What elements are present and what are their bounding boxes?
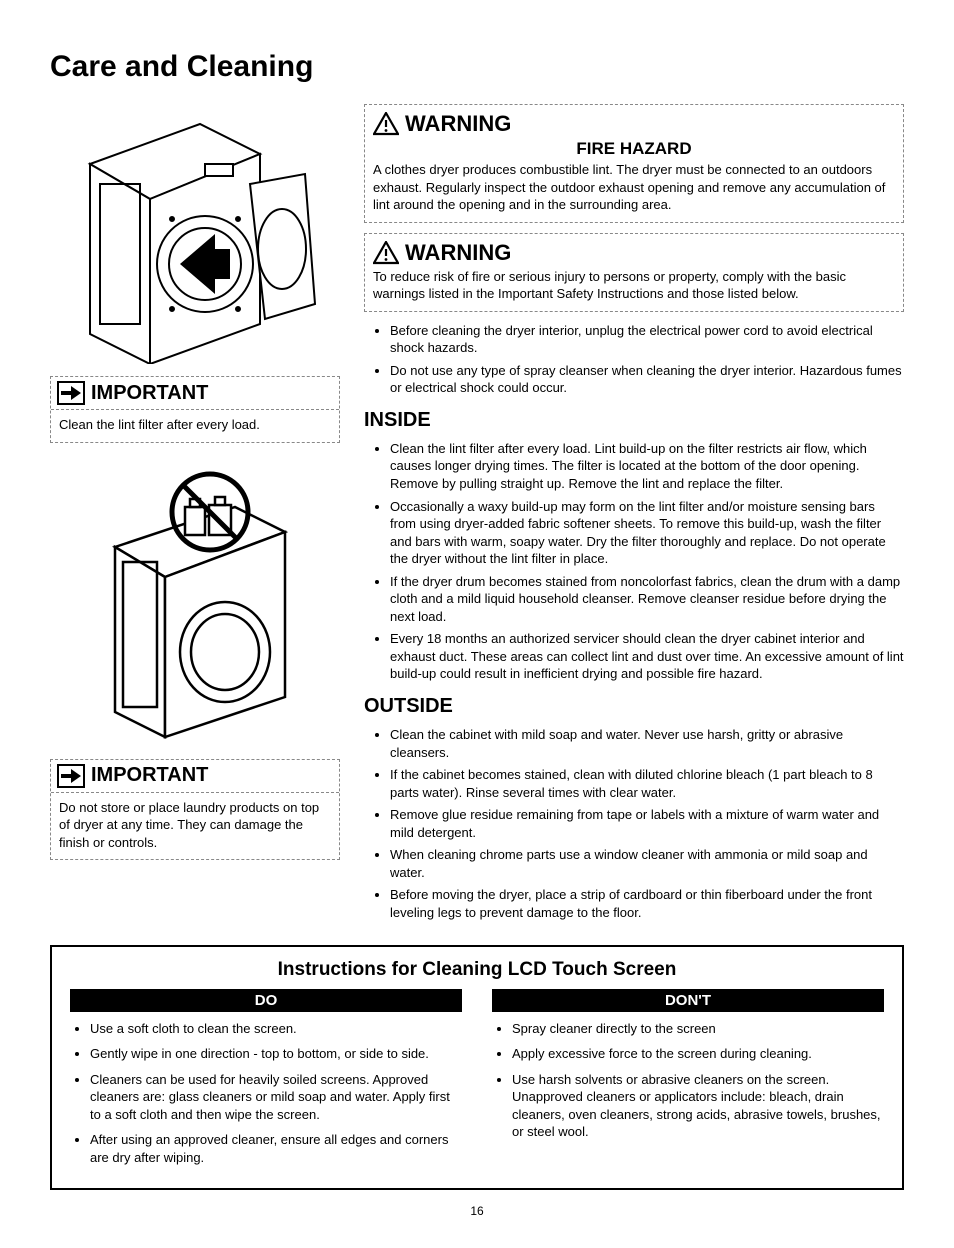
list-item: Gently wipe in one direction - top to bo… <box>90 1045 462 1063</box>
warning-subtitle-1: FIRE HAZARD <box>373 139 895 159</box>
outside-heading: OUTSIDE <box>364 695 904 718</box>
warning-text-2: To reduce risk of fire or serious injury… <box>373 268 895 303</box>
list-item: Do not use any type of spray cleanser wh… <box>390 362 904 397</box>
warning-text-1: A clothes dryer produces combustible lin… <box>373 161 895 214</box>
lcd-title: Instructions for Cleaning LCD Touch Scre… <box>70 959 884 981</box>
arrow-right-icon <box>57 764 85 788</box>
important-label-2: IMPORTANT <box>91 764 208 787</box>
list-item: Before moving the dryer, place a strip o… <box>390 886 904 921</box>
important-box-1: IMPORTANT Clean the lint filter after ev… <box>50 376 340 443</box>
list-item: Use a soft cloth to clean the screen. <box>90 1020 462 1038</box>
page-number: 16 <box>50 1204 904 1218</box>
lcd-columns: DO Use a soft cloth to clean the screen.… <box>70 989 884 1175</box>
lcd-dont-label: DON'T <box>492 989 884 1012</box>
important-label-1: IMPORTANT <box>91 382 208 405</box>
lcd-do-column: DO Use a soft cloth to clean the screen.… <box>70 989 462 1175</box>
dryer-open-door-illustration <box>50 104 340 364</box>
warning-box-1: WARNING FIRE HAZARD A clothes dryer prod… <box>364 104 904 223</box>
warning-label-1: WARNING <box>405 111 511 137</box>
lcd-do-label: DO <box>70 989 462 1012</box>
list-item: Cleaners can be used for heavily soiled … <box>90 1071 462 1124</box>
lcd-dont-list: Spray cleaner directly to the screen Appl… <box>492 1020 884 1141</box>
dryer-no-products-illustration <box>50 467 340 747</box>
important-text-2: Do not store or place laundry products o… <box>51 793 339 852</box>
right-column: WARNING FIRE HAZARD A clothes dryer prod… <box>364 104 904 927</box>
list-item: Spray cleaner directly to the screen <box>512 1020 884 1038</box>
list-item: If the cabinet becomes stained, clean wi… <box>390 766 904 801</box>
warning-triangle-icon <box>373 112 399 136</box>
list-item: Apply excessive force to the screen duri… <box>512 1045 884 1063</box>
warning-label-2: WARNING <box>405 240 511 266</box>
lcd-instructions-box: Instructions for Cleaning LCD Touch Scre… <box>50 945 904 1191</box>
page-title: Care and Cleaning <box>50 50 904 84</box>
outside-bullet-list: Clean the cabinet with mild soap and wat… <box>368 726 904 921</box>
lcd-dont-column: DON'T Spray cleaner directly to the scre… <box>492 989 884 1175</box>
left-column: IMPORTANT Clean the lint filter after ev… <box>50 104 340 884</box>
inside-bullet-list: Clean the lint filter after every load. … <box>368 440 904 683</box>
important-header-2: IMPORTANT <box>51 760 339 793</box>
list-item: If the dryer drum becomes stained from n… <box>390 573 904 626</box>
important-text-1: Clean the lint filter after every load. <box>51 410 339 434</box>
inside-heading: INSIDE <box>364 409 904 432</box>
list-item: Before cleaning the dryer interior, unpl… <box>390 322 904 357</box>
warning-box-2: WARNING To reduce risk of fire or seriou… <box>364 233 904 312</box>
list-item: Use harsh solvents or abrasive cleaners … <box>512 1071 884 1141</box>
list-item: Clean the lint filter after every load. … <box>390 440 904 493</box>
warning-triangle-icon <box>373 241 399 265</box>
list-item: Remove glue residue remaining from tape … <box>390 806 904 841</box>
list-item: Clean the cabinet with mild soap and wat… <box>390 726 904 761</box>
warning-header-1: WARNING <box>373 111 895 137</box>
main-layout: IMPORTANT Clean the lint filter after ev… <box>50 104 904 927</box>
arrow-right-icon <box>57 381 85 405</box>
list-item: Every 18 months an authorized servicer s… <box>390 630 904 683</box>
list-item: When cleaning chrome parts use a window … <box>390 846 904 881</box>
warning-header-2: WARNING <box>373 240 895 266</box>
important-header-1: IMPORTANT <box>51 377 339 410</box>
lcd-do-list: Use a soft cloth to clean the screen. Gen… <box>70 1020 462 1167</box>
pre-bullet-list: Before cleaning the dryer interior, unpl… <box>368 322 904 397</box>
list-item: Occasionally a waxy build-up may form on… <box>390 498 904 568</box>
important-box-2: IMPORTANT Do not store or place laundry … <box>50 759 340 861</box>
list-item: After using an approved cleaner, ensure … <box>90 1131 462 1166</box>
